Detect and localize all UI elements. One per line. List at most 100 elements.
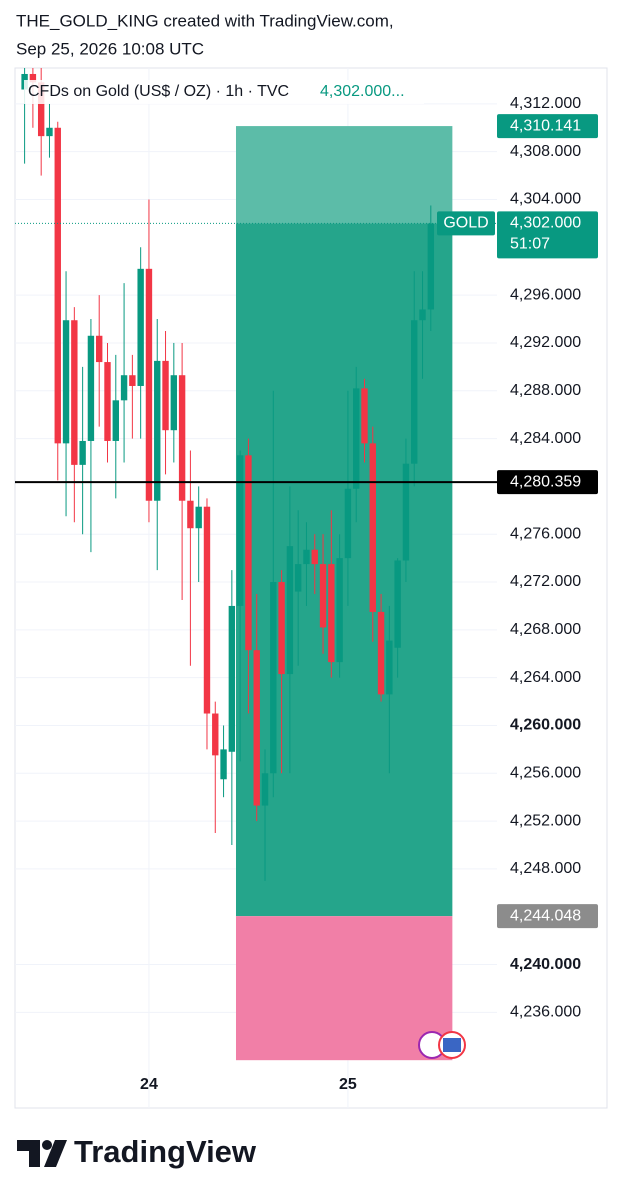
candle-body	[145, 268, 153, 501]
y-tick-label: 4,284.000	[510, 430, 581, 447]
y-tick-label: 4,304.000	[510, 191, 581, 208]
author-line: THE_GOLD_KING created with TradingView.c…	[16, 11, 394, 30]
candle-body	[129, 375, 136, 386]
candle-body	[427, 223, 435, 310]
candle-body	[54, 127, 61, 444]
y-tick-label: 4,308.000	[510, 143, 581, 160]
y-tick-label: 4,256.000	[510, 765, 581, 782]
y-tick-label: 4,248.000	[510, 860, 581, 877]
y-tick-label: 4,276.000	[510, 525, 581, 542]
candle-body	[394, 560, 401, 648]
candle-body	[162, 360, 169, 431]
candle-body	[154, 360, 161, 501]
target-badge	[497, 114, 598, 139]
position-icons	[418, 1031, 466, 1059]
x-tick-label: 24	[140, 1076, 158, 1093]
hline-label: 4,280.359	[510, 473, 581, 490]
candle-body	[236, 455, 244, 606]
candle-body	[104, 362, 111, 441]
candle-body	[228, 605, 236, 752]
candle-body	[37, 82, 45, 137]
y-tick-label: 4,236.000	[510, 1004, 581, 1021]
stop-zone	[235, 916, 453, 1061]
footer-brand: TradingView	[74, 1134, 257, 1169]
symbol-tag-badge	[437, 211, 495, 236]
candle-body	[137, 268, 144, 386]
date-line: Sep 25, 2026 10:08 UTC	[16, 39, 204, 58]
symbol-price: 4,302.000...	[320, 83, 405, 100]
overlays: 4,280.359 4,302.000 51:07 GOLD 4,310.141 4,24…	[15, 114, 598, 929]
flag	[443, 1038, 461, 1052]
countdown: 51:07	[510, 236, 550, 253]
logo-slash	[44, 1140, 67, 1167]
y-tick-label: 4,264.000	[510, 669, 581, 686]
candle-body	[62, 320, 70, 444]
candle-body	[402, 463, 410, 561]
y-tick-label: 4,292.000	[510, 334, 581, 351]
candle-body	[71, 320, 78, 465]
open-profit-zone	[235, 223, 453, 917]
entry-badge	[497, 904, 598, 929]
candles	[21, 68, 435, 881]
x-tick-label: 25	[339, 1076, 357, 1093]
candle-body	[212, 713, 219, 756]
candle-body	[311, 549, 318, 565]
last-price-label: 4,302.000	[510, 215, 581, 232]
y-tick-label: 4,288.000	[510, 382, 581, 399]
candle-body	[278, 582, 285, 675]
candle-body	[270, 582, 277, 774]
candle-body	[87, 335, 95, 441]
position-tool	[235, 126, 453, 1061]
chart-frame	[14, 67, 608, 1109]
y-tick-label: 4,268.000	[510, 621, 581, 638]
candle-body	[79, 440, 86, 465]
candle-body	[46, 127, 53, 137]
tv-logo	[17, 1140, 67, 1167]
candle-body	[303, 549, 310, 565]
candle-body	[294, 564, 302, 592]
candle-body	[178, 375, 186, 501]
hline-badge	[497, 470, 598, 495]
y-tick-label: 4,312.000	[510, 95, 581, 112]
target-zone	[235, 126, 453, 224]
candle-body	[120, 375, 128, 401]
y-tick-label: 4,260.000	[510, 717, 581, 734]
symbol-tag: GOLD	[443, 215, 488, 232]
candle-body	[361, 388, 368, 444]
candle-body	[411, 320, 418, 464]
candle-body	[245, 455, 252, 651]
symbol-info: CFDs on Gold (US$ / OZ) · 1h · TVC	[28, 83, 289, 100]
legend-bg	[24, 80, 424, 104]
y-tick-label: 4,296.000	[510, 286, 581, 303]
candle-body	[170, 375, 178, 431]
candle-body	[319, 564, 327, 628]
target-label: 4,310.141	[510, 117, 581, 134]
logo-dot	[42, 1140, 52, 1150]
candle-body	[96, 335, 103, 363]
entry-label: 4,244.048	[510, 907, 581, 924]
logo-mark	[17, 1140, 40, 1167]
candle-body	[220, 749, 227, 780]
candle-body	[187, 500, 194, 529]
y-tick-label: 4,272.000	[510, 573, 581, 590]
candle-body	[328, 564, 335, 663]
candle-body	[195, 506, 202, 529]
candle-body	[261, 773, 269, 806]
candle-body	[203, 506, 211, 714]
candle-body	[369, 443, 376, 612]
candle-body	[286, 546, 294, 675]
candle-body	[344, 488, 352, 559]
candle-body	[353, 388, 360, 489]
candle-body	[112, 400, 119, 441]
y-tick-label: 4,252.000	[510, 812, 581, 829]
candle-body	[29, 73, 37, 83]
candle-body	[336, 558, 343, 663]
candle-body	[377, 611, 385, 695]
candle-body	[253, 650, 260, 806]
y-tick-label: 4,240.000	[510, 956, 581, 973]
candle-body	[386, 640, 393, 695]
candle-body	[419, 309, 426, 321]
last-price-badge	[497, 211, 598, 259]
